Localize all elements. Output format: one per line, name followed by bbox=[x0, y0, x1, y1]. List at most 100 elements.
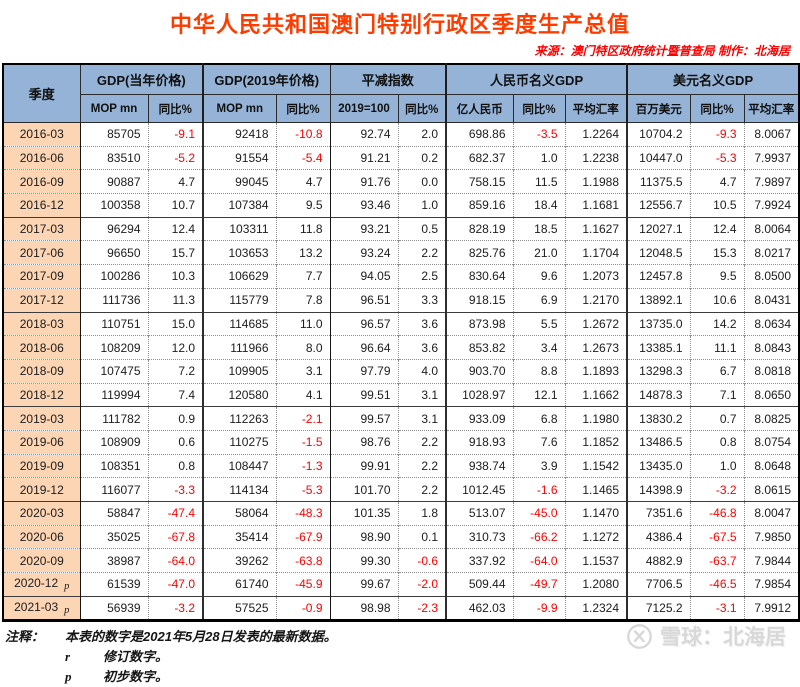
value-cell: 1.2264 bbox=[564, 122, 628, 147]
value-cell: 7.9912 bbox=[743, 595, 800, 621]
value-cell: 9.6 bbox=[512, 264, 566, 289]
value-cell: 112263 bbox=[202, 406, 276, 431]
value-cell: 85705 bbox=[79, 122, 148, 147]
value-cell: -5.4 bbox=[275, 145, 330, 170]
group-header-gdp-current: GDP(当年价格) bbox=[79, 63, 204, 95]
table-row: 2017-09 100286 10.3 106629 7.7 94.05 2.5 830.64… bbox=[3, 264, 800, 289]
value-cell: 12048.5 bbox=[626, 240, 691, 265]
value-cell: 11.8 bbox=[275, 216, 330, 241]
value-cell: 94.05 bbox=[329, 264, 398, 289]
table-row: 2016-06 83510 -5.2 91554 -5.4 91.21 0.2 682.37 1… bbox=[3, 145, 800, 170]
value-cell: 114685 bbox=[202, 311, 276, 336]
value-cell: 5.5 bbox=[512, 311, 566, 336]
value-cell: 7.9850 bbox=[743, 524, 800, 549]
value-cell: -46.8 bbox=[689, 501, 745, 526]
value-cell: 8.0754 bbox=[743, 429, 800, 455]
value-cell: 13.2 bbox=[275, 240, 330, 265]
value-cell: 83510 bbox=[79, 145, 148, 170]
value-cell: -47.4 bbox=[147, 501, 203, 526]
value-cell: 3.4 bbox=[512, 335, 566, 360]
preliminary-flag: p bbox=[64, 605, 70, 617]
value-cell: 1.2672 bbox=[564, 311, 628, 336]
value-cell: 92.74 bbox=[329, 122, 398, 147]
value-cell: 21.0 bbox=[512, 240, 566, 265]
value-cell: 93.46 bbox=[329, 193, 398, 218]
value-cell: 3.1 bbox=[397, 406, 447, 431]
value-cell: -49.7 bbox=[512, 572, 566, 597]
value-cell: 93.24 bbox=[329, 240, 398, 265]
quarter-cell: 2019-12 bbox=[3, 477, 80, 502]
value-cell: 3.1 bbox=[397, 382, 447, 407]
value-cell: 35025 bbox=[79, 524, 148, 549]
value-cell: 114134 bbox=[202, 477, 276, 502]
value-cell: -0.9 bbox=[275, 595, 330, 621]
value-cell: 11375.5 bbox=[626, 169, 691, 194]
value-cell: 116077 bbox=[79, 477, 148, 502]
value-cell: -64.0 bbox=[512, 548, 566, 573]
value-cell: 828.19 bbox=[445, 216, 514, 241]
table-row: 2020-12 p 61539 -47.0 61740 -45.9 99.67 -2.0 509… bbox=[3, 572, 800, 597]
value-cell: 14878.3 bbox=[626, 382, 691, 407]
value-cell: 115779 bbox=[202, 287, 276, 312]
value-cell: 0.2 bbox=[397, 145, 447, 170]
value-cell: 0.5 bbox=[397, 216, 447, 241]
value-cell: 0.0 bbox=[397, 169, 447, 194]
value-cell: 7.9924 bbox=[743, 193, 800, 218]
group-header-deflator: 平减指数 bbox=[329, 63, 447, 95]
value-cell: 0.8 bbox=[689, 429, 745, 455]
footnote-text-r: 修订数字。 bbox=[103, 649, 169, 665]
value-cell: 2.2 bbox=[397, 477, 447, 502]
quarter-cell: 2016-12 bbox=[3, 193, 80, 218]
value-cell: 106629 bbox=[202, 264, 276, 289]
value-cell: 4386.4 bbox=[626, 524, 691, 549]
value-cell: 61740 bbox=[202, 572, 276, 597]
value-cell: -9.9 bbox=[512, 595, 566, 621]
group-header-rmb-gdp: 人民币名义GDP bbox=[445, 63, 628, 95]
value-cell: 12556.7 bbox=[626, 193, 691, 218]
table-row: 2017-03 96294 12.4 103311 11.8 93.21 0.5 828.19… bbox=[3, 216, 800, 241]
quarter-cell: 2020-03 bbox=[3, 501, 80, 526]
subheader-usd-mn: 百万美元 bbox=[626, 94, 691, 123]
value-cell: 1.0 bbox=[512, 145, 566, 170]
value-cell: 7.9897 bbox=[743, 169, 800, 194]
value-cell: 7125.2 bbox=[626, 595, 691, 621]
value-cell: 58847 bbox=[79, 501, 148, 526]
table-row: 2019-06 108909 0.6 110275 -1.5 98.76 2.2 918.93… bbox=[3, 429, 800, 455]
table-row: 2018-06 108209 12.0 111966 8.0 96.64 3.6 853.82… bbox=[3, 335, 800, 360]
quarter-cell: 2016-09 bbox=[3, 169, 80, 194]
quarter-cell: 2018-06 bbox=[3, 335, 80, 360]
value-cell: 7.9844 bbox=[743, 548, 800, 573]
value-cell: 35414 bbox=[202, 524, 276, 549]
value-cell: 14.2 bbox=[689, 311, 745, 336]
quarter-cell: 2016-03 bbox=[3, 122, 80, 147]
value-cell: 8.0064 bbox=[743, 216, 800, 241]
value-cell: -1.3 bbox=[275, 453, 330, 478]
value-cell: 12457.8 bbox=[626, 264, 691, 289]
value-cell: 1.1627 bbox=[564, 216, 628, 241]
value-cell: 7351.6 bbox=[626, 501, 691, 526]
value-cell: -3.1 bbox=[689, 595, 745, 621]
value-cell: 4.7 bbox=[689, 169, 745, 194]
value-cell: 91554 bbox=[202, 145, 276, 170]
value-cell: -9.1 bbox=[147, 122, 203, 147]
quarter-cell: 2017-03 bbox=[3, 216, 80, 241]
value-cell: 11.5 bbox=[512, 169, 566, 194]
value-cell: -67.8 bbox=[147, 524, 203, 549]
quarter-cell: 2018-03 bbox=[3, 311, 80, 336]
subheader-usd-yoy: 同比% bbox=[689, 94, 745, 123]
value-cell: -1.6 bbox=[512, 477, 566, 502]
quarter-cell: 2018-12 bbox=[3, 382, 80, 407]
table-row: 2016-03 85705 -9.1 92418 -10.8 92.74 2.0 698.86… bbox=[3, 122, 800, 147]
footnote-main: 注释： 本表的数字是2021年5月28日发表的最新数据。 bbox=[5, 627, 798, 647]
footnote-text: 本表的数字是2021年5月28日发表的最新数据。 bbox=[65, 629, 337, 645]
value-cell: -10.8 bbox=[275, 122, 330, 147]
value-cell: 111966 bbox=[202, 335, 276, 360]
value-cell: 13385.1 bbox=[626, 335, 691, 360]
table-row: 2017-12 111736 11.3 115779 7.8 96.51 3.3 918.15… bbox=[3, 287, 800, 312]
value-cell: 8.0431 bbox=[743, 287, 800, 312]
table-row: 2019-03 111782 0.9 112263 -2.1 99.57 3.1 933.09… bbox=[3, 406, 800, 431]
value-cell: 11.3 bbox=[147, 287, 203, 312]
value-cell: -9.3 bbox=[689, 122, 745, 147]
value-cell: 1.1542 bbox=[564, 453, 628, 478]
subheader-mop-mn-current: MOP mn bbox=[79, 94, 149, 123]
